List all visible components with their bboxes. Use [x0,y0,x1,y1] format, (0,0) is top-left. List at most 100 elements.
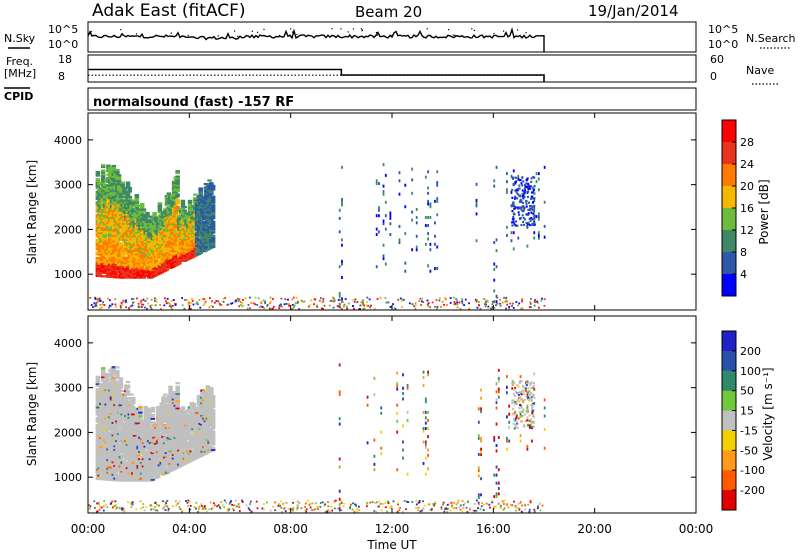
range-gate-cell [113,443,118,446]
range-gate-cell [296,302,299,304]
range-gate-cell [210,234,216,238]
range-gate-cell [210,208,216,211]
range-gate-cell [138,416,143,419]
range-gate-cell [104,381,109,384]
range-gate-cell [97,183,102,186]
range-gate-cell [132,301,134,304]
range-gate-cell [120,220,125,224]
range-gate-cell [528,217,531,220]
range-gate-cell [127,242,133,245]
range-gate-cell [346,307,349,310]
n-search-point [331,28,333,30]
noise-panel: N.Sky 10^5 10^0 10^5 10^0 N.Search [4,21,796,53]
range-gate-cell [210,211,216,214]
range-gate-cell [134,202,140,206]
n-search-point [361,29,364,31]
range-gate-cell [538,306,540,309]
power-colorbar-label: Power [dB] [757,179,771,244]
range-gate-cell [537,212,540,216]
range-gate-cell [493,184,496,188]
range-gate-cell [438,297,441,300]
range-gate-cell [108,306,110,309]
range-gate-cell [209,192,214,196]
range-gate-cell [493,179,496,183]
range-gate-cell [118,379,124,382]
range-gate-cell [148,220,154,224]
range-gate-cell [504,300,507,303]
range-gate-cell [94,297,97,300]
range-gate-cell [522,220,525,223]
range-gate-cell [235,299,237,302]
range-gate-cell [537,215,540,219]
range-gate-cell [122,438,127,441]
range-gate-cell [171,299,173,302]
range-gate-cell [108,207,113,210]
range-gate-cell [175,198,180,201]
range-gate-cell [116,443,122,446]
range-gate-cell [529,302,532,305]
range-gate-cell [185,298,188,301]
range-gate-cell [145,213,150,216]
range-gate-cell [369,306,372,309]
range-gate-cell [145,466,150,470]
range-gate-cell [511,209,514,213]
range-gate-cell [531,201,534,204]
range-gate-cell [515,301,518,303]
range-gate-cell [288,304,291,307]
range-gate-cell [322,307,324,310]
range-gate-cell [122,429,127,432]
range-gate-cell [143,418,148,421]
range-gate-cell [474,298,477,301]
range-gate-cell [116,454,122,457]
n-search-point [234,30,236,32]
range-gate-cell [366,296,369,299]
range-gate-cell [411,167,414,171]
range-gate-cell [492,300,494,303]
range-gate-cell [131,201,136,204]
range-gate-cell [111,369,117,372]
range-gate-cell [487,307,490,309]
range-gate-cell [527,187,530,191]
range-gate-cell [398,224,401,228]
range-gate-cell [100,169,106,172]
range-gate-cell [113,272,118,275]
range-gate-cell [537,172,540,176]
range-gate-cell [249,307,251,310]
range-gate-cell [392,303,394,306]
range-gate-cell [506,233,508,237]
range-gate-cell [154,304,157,307]
range-gate-cell [145,441,150,445]
range-gate-cell [518,213,521,217]
range-gate-cell [95,174,101,177]
range-gate-cell [115,427,120,430]
range-gate-cell [490,307,492,310]
range-gate-cell [132,418,138,421]
range-gate-cell [187,201,193,204]
range-gate-cell [268,307,271,310]
n-search-point [448,29,450,31]
range-gate-cell [123,388,129,391]
range-gate-cell [367,304,370,307]
range-gate-cell [175,205,180,209]
range-gate-cell [411,303,414,306]
range-gate-cell [521,307,524,310]
range-gate-cell [150,417,156,420]
colorbar-tick-label: 16 [740,202,754,215]
range-gate-cell [97,188,102,192]
range-gate-cell [411,191,414,195]
range-gate-cell [522,210,525,213]
range-gate-cell [120,181,125,184]
range-gate-cell [436,181,439,185]
range-gate-cell [108,446,113,449]
n-search-point [426,28,428,30]
range-gate-cell [341,198,343,202]
range-gate-cell [111,166,117,169]
range-gate-cell [239,303,242,306]
range-gate-cell [127,201,133,204]
range-gate-cell [521,189,524,192]
range-gate-cell [128,307,130,310]
range-gate-cell [210,202,216,205]
range-gate-cell [125,384,131,387]
range-gate-cell [385,301,388,304]
range-gate-cell [109,223,115,227]
